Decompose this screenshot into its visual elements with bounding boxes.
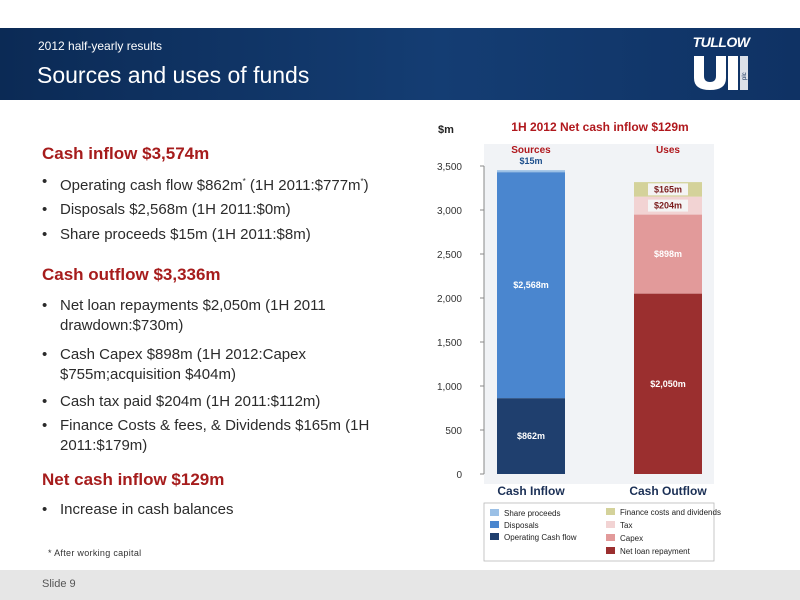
data-label: $2,568m (513, 280, 549, 290)
logo-plc: plc (742, 72, 748, 80)
header-subtitle: 2012 half-yearly results (38, 39, 163, 53)
footnote: * After working capital (48, 548, 142, 558)
y-tick-label: 500 (445, 426, 462, 437)
y-tick-label: 1,000 (437, 382, 462, 393)
bar-segment-operating-cash-flow (497, 398, 565, 474)
bar-segment-share-proceeds (497, 170, 565, 173)
inflow-heading: Cash inflow $3,574m (42, 144, 210, 163)
legend-swatch (606, 508, 615, 515)
chart-ylabel: $m (438, 124, 454, 136)
category-label-inflow: Cash Inflow (497, 484, 565, 498)
logo-wordmark: TULLOW (692, 34, 750, 50)
legend-swatch (490, 521, 499, 528)
legend-entry: Net loan repayment (620, 547, 691, 556)
page-title: Sources and uses of funds (37, 62, 310, 88)
header-banner: 2012 half-yearly results Sources and use… (0, 28, 800, 100)
outflow-heading: Cash outflow $3,336m (42, 265, 221, 284)
chart-title: 1H 2012 Net cash inflow $129m (511, 120, 688, 134)
data-label: $204m (654, 201, 682, 211)
y-tick-label: 0 (456, 470, 462, 481)
legend-swatch (490, 509, 499, 516)
legend-box (483, 502, 715, 562)
footer-bar: Slide 9 (0, 570, 800, 600)
net-heading: Net cash inflow $129m (42, 470, 225, 489)
legend-entry: Capex (620, 534, 643, 543)
tullow-logo: TULLOW plc (686, 32, 756, 96)
legend-entry: Tax (620, 521, 632, 530)
data-label: $165m (654, 184, 682, 194)
legend-swatch (490, 533, 499, 540)
slide-number: Slide 9 (42, 578, 76, 590)
legend-entry: Operating Cash flow (504, 533, 577, 542)
column-header-sources: Sources (511, 145, 551, 156)
data-label: $15m (519, 156, 542, 166)
bar-segment-net-loan-repayment (634, 293, 702, 474)
legend-swatch (606, 547, 615, 554)
legend-swatch (606, 521, 615, 528)
data-label: $862m (517, 431, 545, 441)
bar-segment-disposals (497, 172, 565, 399)
y-tick-label: 3,500 (437, 162, 462, 173)
legend-entry: Disposals (504, 521, 539, 530)
y-tick-label: 3,000 (437, 206, 462, 217)
data-label: $2,050m (650, 379, 686, 389)
bar-segment-capex (634, 214, 702, 294)
y-tick-label: 2,500 (437, 250, 462, 261)
legend-entry: Finance costs and dividends (620, 508, 721, 517)
logo-mark-icon: plc (694, 56, 748, 90)
data-label: $898m (654, 249, 682, 259)
column-header-uses: Uses (656, 145, 680, 156)
data-label-background (648, 183, 688, 196)
y-tick-label: 1,500 (437, 338, 462, 349)
category-label-outflow: Cash Outflow (629, 484, 707, 498)
legend-swatch (606, 534, 615, 541)
data-label-background (648, 199, 688, 212)
legend-entry: Share proceeds (504, 509, 560, 518)
y-tick-label: 2,000 (437, 294, 462, 305)
